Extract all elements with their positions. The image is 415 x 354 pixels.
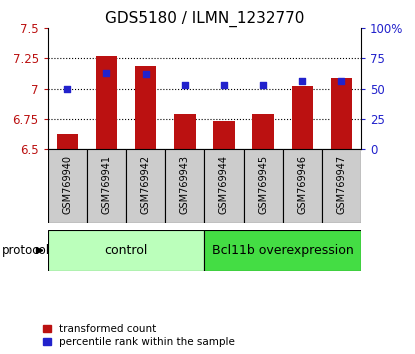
Bar [291,86,313,149]
Bar [283,149,322,223]
Bar [252,114,274,149]
Bar [322,149,361,223]
Text: GSM769940: GSM769940 [62,155,72,213]
Text: Bcl11b overexpression: Bcl11b overexpression [212,244,354,257]
Text: GSM769944: GSM769944 [219,155,229,213]
Bar [174,114,195,149]
Text: GSM769943: GSM769943 [180,155,190,213]
Point [221,82,227,88]
Legend: transformed count, percentile rank within the sample: transformed count, percentile rank withi… [43,324,235,347]
Bar [135,65,156,149]
Text: GSM769947: GSM769947 [337,155,347,214]
Bar [205,149,244,223]
Text: control: control [104,244,148,257]
Text: protocol: protocol [2,244,50,257]
Point [260,82,266,88]
Point [142,71,149,77]
Bar [126,149,165,223]
Bar [48,230,205,271]
Bar [87,149,126,223]
Point [181,82,188,88]
Bar [165,149,204,223]
Bar [205,230,361,271]
Title: GDS5180 / ILMN_1232770: GDS5180 / ILMN_1232770 [105,11,304,27]
Text: GSM769945: GSM769945 [258,155,268,214]
Point [64,86,71,91]
Text: GSM769941: GSM769941 [102,155,112,213]
Bar [331,78,352,149]
Bar [213,121,235,149]
Bar [244,149,283,223]
Point [299,79,305,84]
Text: GSM769946: GSM769946 [297,155,307,213]
Bar [48,149,87,223]
Text: GSM769942: GSM769942 [141,155,151,214]
Bar [56,134,78,149]
Point [338,79,345,84]
Point [103,70,110,76]
Bar [96,56,117,149]
